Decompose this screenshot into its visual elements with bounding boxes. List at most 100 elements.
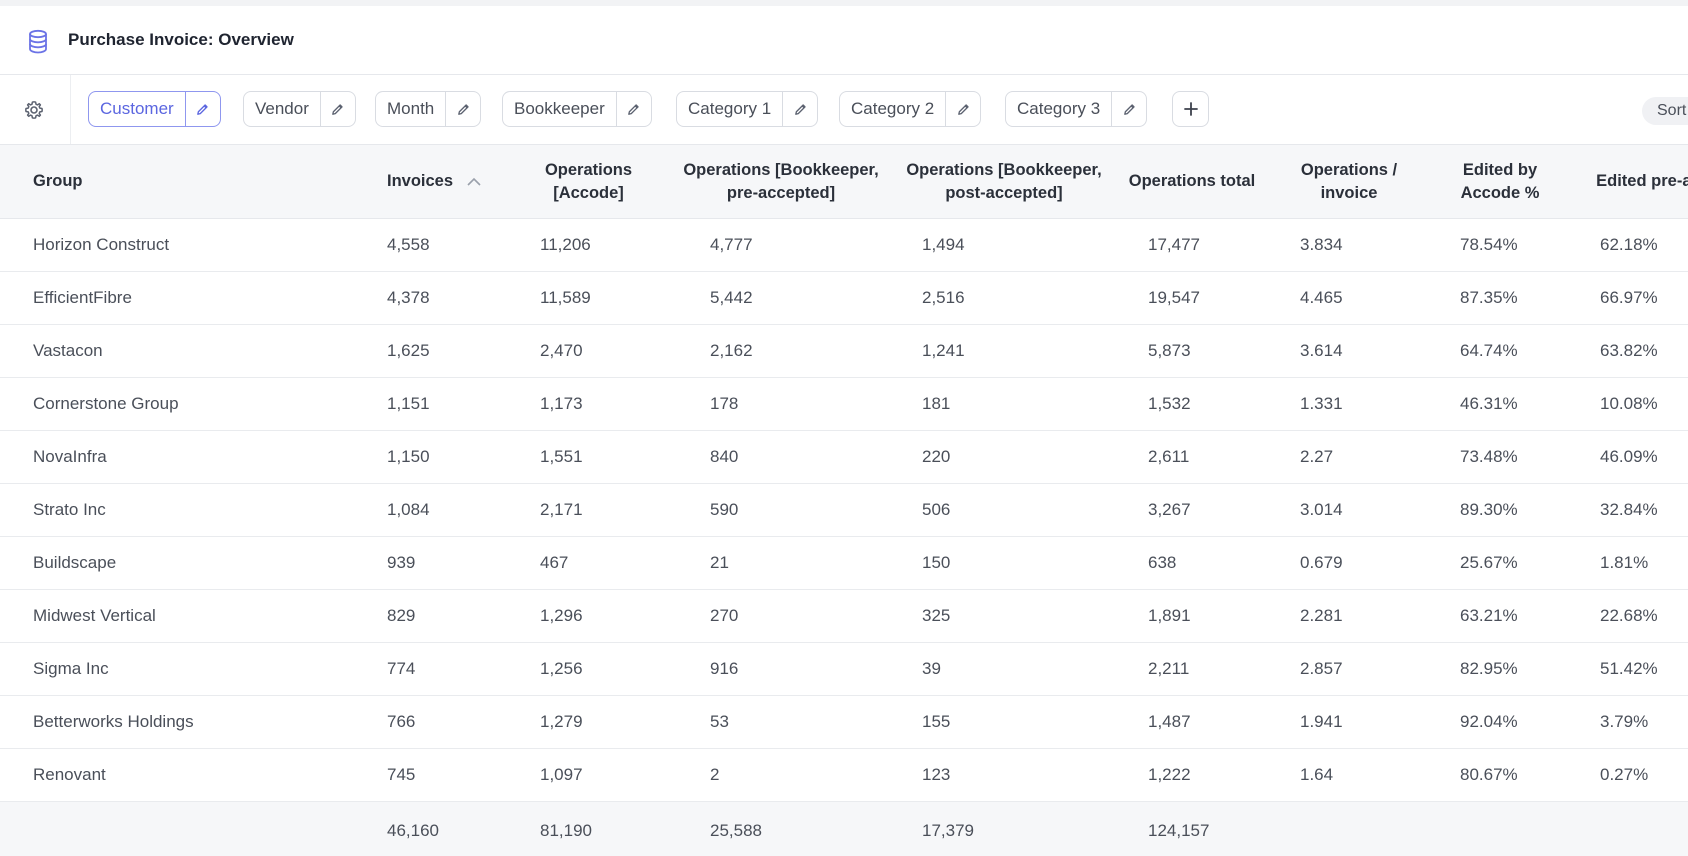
- operations-pre-accepted-cell: 270: [670, 589, 892, 643]
- edited-by-accode-cell: 89.30%: [1430, 483, 1570, 537]
- grouping-chip-customer[interactable]: Customer: [88, 91, 221, 127]
- group-name-cell: Midwest Vertical: [0, 589, 355, 643]
- overview-table: Group Invoices Operations [Accode] Opera…: [0, 145, 1688, 856]
- column-header-operations-total[interactable]: Operations total: [1116, 145, 1268, 219]
- operations-pre-accepted-cell: 916: [670, 642, 892, 696]
- edited-by-accode-cell: 78.54%: [1430, 218, 1570, 272]
- operations-post-accepted-cell: 220: [892, 430, 1116, 484]
- add-grouping-button[interactable]: [1172, 91, 1209, 127]
- column-header-operations-post-accepted[interactable]: Operations [Bookkeeper, post-accepted]: [892, 145, 1116, 219]
- plus-icon: [1183, 102, 1198, 116]
- grouping-chip-label[interactable]: Vendor: [255, 99, 309, 118]
- edited-pre-accepted-cell: 51.42%: [1570, 642, 1688, 696]
- table-row[interactable]: Midwest Vertical 829 1,296 270 325 1,891 2.281…: [0, 589, 1688, 643]
- totals-cell: [1268, 801, 1430, 856]
- column-header-edited-pre-accepted[interactable]: Edited pre-accepted: [1570, 145, 1688, 219]
- edited-by-accode-cell: 87.35%: [1430, 271, 1570, 325]
- grouping-chip-category-1[interactable]: Category 1: [676, 91, 819, 127]
- column-header-operations-accode[interactable]: Operations [Accode]: [507, 145, 670, 219]
- group-name-cell: Betterworks Holdings: [0, 695, 355, 749]
- table-row[interactable]: NovaInfra 1,150 1,551 840 220 2,611 2.27 73.48%…: [0, 430, 1688, 484]
- operations-total-cell: 3,267: [1116, 483, 1268, 537]
- operations-per-invoice-cell: 3.834: [1268, 218, 1430, 272]
- sort-button[interactable]: Sort: [1642, 97, 1688, 125]
- operations-post-accepted-cell: 506: [892, 483, 1116, 537]
- column-header-edited-by-accode[interactable]: Edited by Accode %: [1430, 145, 1570, 219]
- grouping-chip-label[interactable]: Category 3: [1017, 99, 1101, 118]
- operations-per-invoice-cell: 2.27: [1268, 430, 1430, 484]
- group-name-cell: Horizon Construct: [0, 218, 355, 272]
- pencil-icon[interactable]: [782, 92, 817, 126]
- table-row[interactable]: Betterworks Holdings 766 1,279 53 155 1,487 1.…: [0, 695, 1688, 749]
- pencil-icon[interactable]: [445, 92, 480, 126]
- operations-per-invoice-cell: 0.679: [1268, 536, 1430, 590]
- grouping-chip-label[interactable]: Category 1: [688, 99, 772, 118]
- operations-pre-accepted-cell: 590: [670, 483, 892, 537]
- table-row[interactable]: Buildscape 939 467 21 150 638 0.679 25.67% 1.81%: [0, 536, 1688, 590]
- group-name-cell: Cornerstone Group: [0, 377, 355, 431]
- group-name-cell: EfficientFibre: [0, 271, 355, 325]
- invoices-cell: 745: [355, 748, 507, 802]
- operations-accode-cell: 467: [507, 536, 670, 590]
- table-row[interactable]: Strato Inc 1,084 2,171 590 506 3,267 3.014 89.3…: [0, 483, 1688, 537]
- pencil-icon[interactable]: [615, 92, 651, 126]
- edited-by-accode-cell: 92.04%: [1430, 695, 1570, 749]
- settings-button[interactable]: [0, 75, 71, 144]
- totals-cell: 46,160: [355, 801, 507, 856]
- column-header-operations-per-invoice[interactable]: Operations / invoice: [1268, 145, 1430, 219]
- invoices-cell: 1,084: [355, 483, 507, 537]
- table-row[interactable]: Vastacon 1,625 2,470 2,162 1,241 5,873 3.614 64…: [0, 324, 1688, 378]
- column-header-group[interactable]: Group: [0, 145, 355, 219]
- operations-accode-cell: 1,279: [507, 695, 670, 749]
- operations-post-accepted-cell: 1,241: [892, 324, 1116, 378]
- column-header-operations-pre-accepted[interactable]: Operations [Bookkeeper, pre-accepted]: [670, 145, 892, 219]
- invoices-cell: 1,151: [355, 377, 507, 431]
- grouping-chip-label[interactable]: Customer: [100, 99, 174, 118]
- table-row[interactable]: Cornerstone Group 1,151 1,173 178 181 1,532 1.…: [0, 377, 1688, 431]
- operations-accode-cell: 1,097: [507, 748, 670, 802]
- operations-total-cell: 2,211: [1116, 642, 1268, 696]
- group-name-cell: Strato Inc: [0, 483, 355, 537]
- grouping-chip-label[interactable]: Category 2: [851, 99, 935, 118]
- column-header-invoices[interactable]: Invoices: [355, 145, 507, 219]
- operations-accode-cell: 1,296: [507, 589, 670, 643]
- edited-by-accode-cell: 73.48%: [1430, 430, 1570, 484]
- table-row[interactable]: EfficientFibre 4,378 11,589 5,442 2,516 19,54…: [0, 271, 1688, 325]
- edited-by-accode-cell: 46.31%: [1430, 377, 1570, 431]
- operations-per-invoice-cell: 1.331: [1268, 377, 1430, 431]
- database-icon: [29, 29, 47, 54]
- totals-cell: [1570, 801, 1688, 856]
- pencil-icon[interactable]: [184, 92, 220, 126]
- table-row[interactable]: Renovant 745 1,097 2 123 1,222 1.64 80.67% 0.27%: [0, 748, 1688, 802]
- operations-post-accepted-cell: 2,516: [892, 271, 1116, 325]
- pencil-icon[interactable]: [945, 92, 980, 126]
- edited-pre-accepted-cell: 0.27%: [1570, 748, 1688, 802]
- grouping-chip-label[interactable]: Month: [387, 99, 435, 118]
- grouping-chip-vendor[interactable]: Vendor: [243, 91, 356, 127]
- operations-post-accepted-cell: 1,494: [892, 218, 1116, 272]
- pencil-icon[interactable]: [319, 92, 355, 126]
- operations-per-invoice-cell: 4.465: [1268, 271, 1430, 325]
- table-row[interactable]: Horizon Construct 4,558 11,206 4,777 1,494 17…: [0, 218, 1688, 272]
- pencil-icon[interactable]: [1111, 92, 1146, 126]
- table-row[interactable]: Sigma Inc 774 1,256 916 39 2,211 2.857 82.95% 51…: [0, 642, 1688, 696]
- invoices-cell: 829: [355, 589, 507, 643]
- grouping-chip-bookkeeper[interactable]: Bookkeeper: [502, 91, 652, 127]
- operations-post-accepted-cell: 39: [892, 642, 1116, 696]
- grouping-chip-month[interactable]: Month: [375, 91, 482, 127]
- edited-pre-accepted-cell: 66.97%: [1570, 271, 1688, 325]
- group-name-cell: Renovant: [0, 748, 355, 802]
- edited-pre-accepted-cell: 3.79%: [1570, 695, 1688, 749]
- sort-ascending-icon: [467, 177, 481, 186]
- invoices-cell: 4,558: [355, 218, 507, 272]
- group-name-cell: Vastacon: [0, 324, 355, 378]
- invoices-cell: 1,625: [355, 324, 507, 378]
- operations-per-invoice-cell: 3.014: [1268, 483, 1430, 537]
- grouping-chip-category-3[interactable]: Category 3: [1005, 91, 1148, 127]
- totals-cell: [1430, 801, 1570, 856]
- operations-pre-accepted-cell: 21: [670, 536, 892, 590]
- grouping-chip-label[interactable]: Bookkeeper: [514, 99, 605, 118]
- operations-pre-accepted-cell: 4,777: [670, 218, 892, 272]
- grouping-chip-category-2[interactable]: Category 2: [839, 91, 982, 127]
- edited-pre-accepted-cell: 10.08%: [1570, 377, 1688, 431]
